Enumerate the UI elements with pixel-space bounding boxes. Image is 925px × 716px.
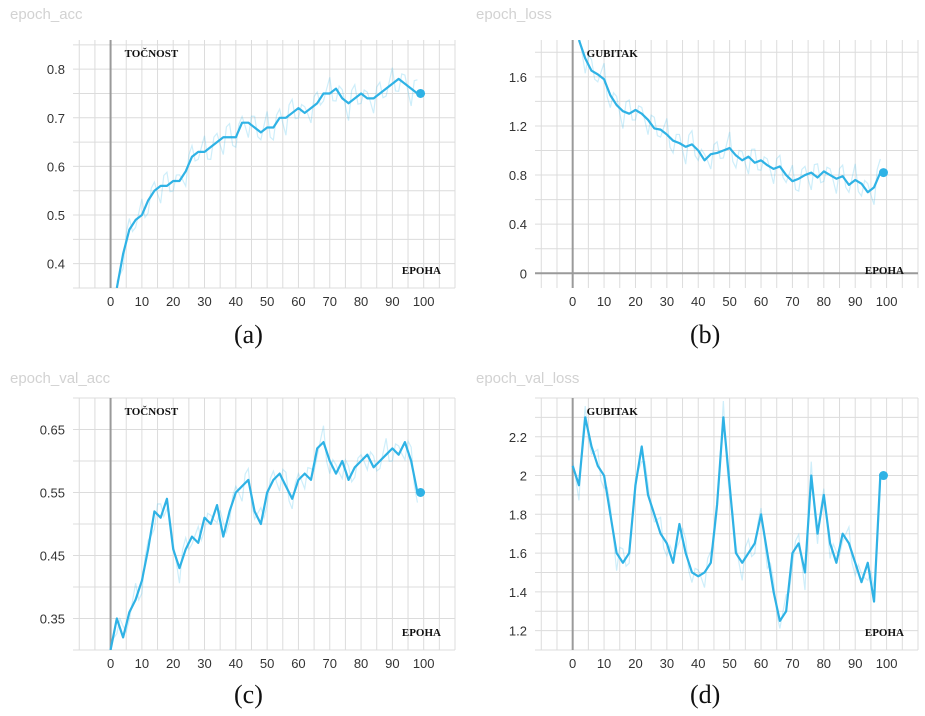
x-tick-label: 100 — [413, 656, 435, 671]
x-tick-label: 60 — [754, 656, 768, 671]
y-tick-label: 0.4 — [47, 257, 65, 272]
caption-a: (a) — [234, 320, 263, 349]
smoothed-series-line — [109, 441, 419, 650]
x-tick-label: 70 — [323, 294, 337, 309]
x-tick-label: 50 — [260, 656, 274, 671]
x-tick-label: 60 — [291, 294, 305, 309]
y-tick-label: 0.45 — [40, 549, 65, 564]
chart-epoch-val-acc: 0 10 20 30 40 50 60 70 80 90 100 0.35 0.45 0.55 0.65 TO… — [40, 397, 456, 671]
y-tick-label: 1.8 — [509, 507, 527, 522]
x-tick-label: 40 — [229, 294, 243, 309]
x-tick-label: 40 — [691, 656, 705, 671]
x-tick-label: 30 — [197, 656, 211, 671]
series-group — [109, 425, 419, 650]
x-tick-label: 50 — [722, 656, 736, 671]
y-tick-label: 0.5 — [47, 208, 65, 223]
x-axis-title: EPOHA — [402, 265, 441, 277]
caption-d: (d) — [690, 680, 721, 709]
series-end-point — [878, 168, 888, 178]
x-tick-label: 10 — [597, 294, 611, 309]
x-tick-label: 20 — [166, 294, 180, 309]
smoothed-series-line — [115, 77, 419, 288]
x-axis-title: EPOHA — [402, 627, 441, 639]
y-tick-label: 1.6 — [509, 70, 527, 85]
series-group — [115, 67, 419, 288]
y-axis-title: TOČNOST — [125, 405, 179, 418]
x-tick-label: 0 — [569, 294, 576, 309]
y-tick-label: 0 — [520, 266, 527, 281]
x-tick-label: 30 — [660, 294, 674, 309]
chart-epoch-acc: 0 10 20 30 40 50 60 70 80 90 100 0.4 0.5 0.6 0.7 0.8 TOČ… — [47, 40, 456, 309]
x-tick-label: 80 — [817, 656, 831, 671]
y-tick-label: 0.35 — [40, 612, 65, 627]
y-tick-label: 2 — [520, 469, 527, 484]
y-tick-label: 0.6 — [47, 159, 65, 174]
x-tick-label: 50 — [722, 294, 736, 309]
series-end-point — [878, 471, 888, 481]
x-axis-title: EPOHA — [865, 265, 904, 277]
y-tick-label: 1.6 — [509, 546, 527, 561]
x-tick-label: 10 — [597, 656, 611, 671]
x-tick-label: 70 — [785, 294, 799, 309]
y-tick-label: 1.2 — [509, 624, 527, 639]
y-tick-label: 2.2 — [509, 430, 527, 445]
x-tick-label: 0 — [107, 294, 114, 309]
y-tick-label: 0.4 — [509, 217, 527, 232]
panel-title-val-acc: epoch_val_acc — [10, 370, 111, 387]
x-tick-label: 70 — [323, 656, 337, 671]
x-tick-label: 20 — [628, 294, 642, 309]
x-tick-label: 0 — [107, 656, 114, 671]
caption-b: (b) — [690, 320, 721, 349]
smoothed-series-line — [577, 40, 882, 194]
y-tick-label: 0.8 — [509, 168, 527, 183]
x-tick-label: 100 — [413, 294, 435, 309]
x-tick-label: 90 — [385, 294, 399, 309]
panel-title-val-loss: epoch_val_loss — [476, 370, 580, 387]
x-tick-label: 80 — [354, 294, 368, 309]
y-axis-title: GUBITAK — [587, 48, 639, 60]
x-tick-label: 40 — [229, 656, 243, 671]
x-tick-label: 0 — [569, 656, 576, 671]
y-tick-label: 1.2 — [509, 119, 527, 134]
series-end-point — [416, 88, 426, 98]
caption-c: (c) — [234, 680, 263, 709]
x-tick-label: 50 — [260, 294, 274, 309]
x-tick-label: 70 — [785, 656, 799, 671]
x-tick-label: 20 — [166, 656, 180, 671]
x-tick-label: 30 — [197, 294, 211, 309]
series-group — [571, 400, 882, 629]
y-axis-title: GUBITAK — [587, 406, 639, 418]
y-tick-label: 0.8 — [47, 62, 65, 77]
x-axis-title: EPOHA — [865, 627, 904, 639]
y-tick-label: 0.7 — [47, 111, 65, 126]
x-tick-label: 100 — [876, 294, 898, 309]
panel-title-acc: epoch_acc — [10, 6, 83, 23]
x-tick-label: 10 — [135, 656, 149, 671]
chart-epoch-loss: 0 10 20 30 40 50 60 70 80 90 100 0 0.4 0.8 1.2 1.6 GUBIT… — [509, 40, 919, 309]
x-tick-label: 60 — [291, 656, 305, 671]
x-tick-label: 80 — [817, 294, 831, 309]
raw-series-line — [579, 40, 881, 205]
y-tick-label: 0.55 — [40, 486, 65, 501]
series-end-point — [416, 488, 426, 497]
x-tick-label: 100 — [876, 656, 898, 671]
y-axis-title: TOČNOST — [125, 47, 179, 60]
raw-series-line — [110, 425, 419, 644]
x-tick-label: 40 — [691, 294, 705, 309]
series-group — [577, 40, 882, 205]
raw-series-line — [116, 67, 418, 283]
x-tick-label: 20 — [628, 656, 642, 671]
y-tick-label: 1.4 — [509, 585, 527, 600]
x-tick-label: 10 — [135, 294, 149, 309]
x-tick-label: 80 — [354, 656, 368, 671]
x-tick-label: 60 — [754, 294, 768, 309]
x-tick-label: 30 — [660, 656, 674, 671]
panel-title-loss: epoch_loss — [476, 6, 552, 23]
smoothed-series-line — [571, 416, 882, 623]
x-tick-label: 90 — [385, 656, 399, 671]
y-tick-label: 0.65 — [40, 423, 65, 438]
x-tick-label: 90 — [848, 294, 862, 309]
x-tick-label: 90 — [848, 656, 862, 671]
